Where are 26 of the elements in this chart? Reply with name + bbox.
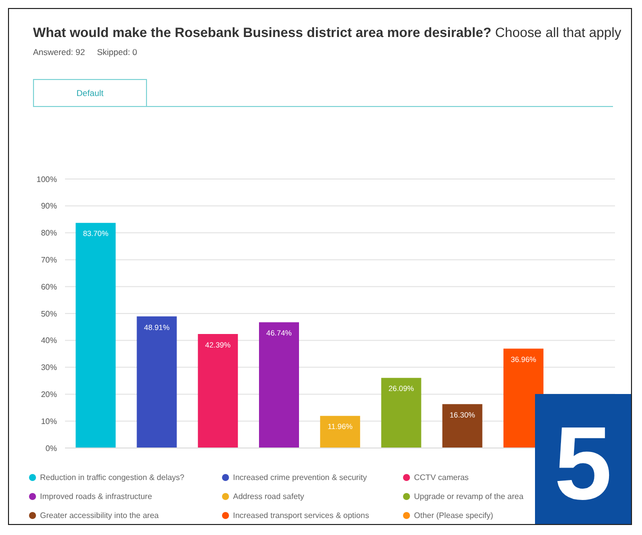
legend-label: Reduction in traffic congestion & delays? <box>40 472 186 484</box>
y-tick-label: 50% <box>40 309 57 318</box>
legend-label: Improved roads & infrastructure <box>40 491 154 503</box>
text: Default <box>33 79 147 106</box>
y-tick-label: 40% <box>40 336 57 346</box>
legend-label: Other (Please specify) <box>414 510 494 522</box>
text: Skipped: 0 <box>96 47 138 57</box>
legend-label: Increased crime prevention & security <box>233 472 368 484</box>
legend-label: Upgrade or revamp of the area <box>414 491 524 503</box>
y-tick-label: 90% <box>40 202 57 211</box>
y-tick-label: 100% <box>36 174 57 184</box>
legend-label: CCTV cameras <box>414 472 470 484</box>
y-tick-label: 10% <box>40 416 57 426</box>
y-tick-label: 60% <box>40 282 57 292</box>
chart-subtitle: Choose all that apply <box>494 25 622 40</box>
y-tick-label: 70% <box>40 256 57 265</box>
y-tick-label: 0% <box>45 444 57 453</box>
y-tick-label: 80% <box>40 228 57 238</box>
y-tick-label: 30% <box>40 363 57 372</box>
y-tick-label: 20% <box>40 390 57 400</box>
legend-label: Increased transport services & options <box>233 510 370 522</box>
legend-label: Address road safety <box>233 491 306 503</box>
text: Answered: 92 <box>33 47 85 57</box>
page-number-badge: 5 <box>535 394 631 524</box>
legend-label: Greater accessibility into the area <box>40 510 160 522</box>
chart-title: What would make the Rosebank Business district area more desirable? <box>33 25 492 40</box>
